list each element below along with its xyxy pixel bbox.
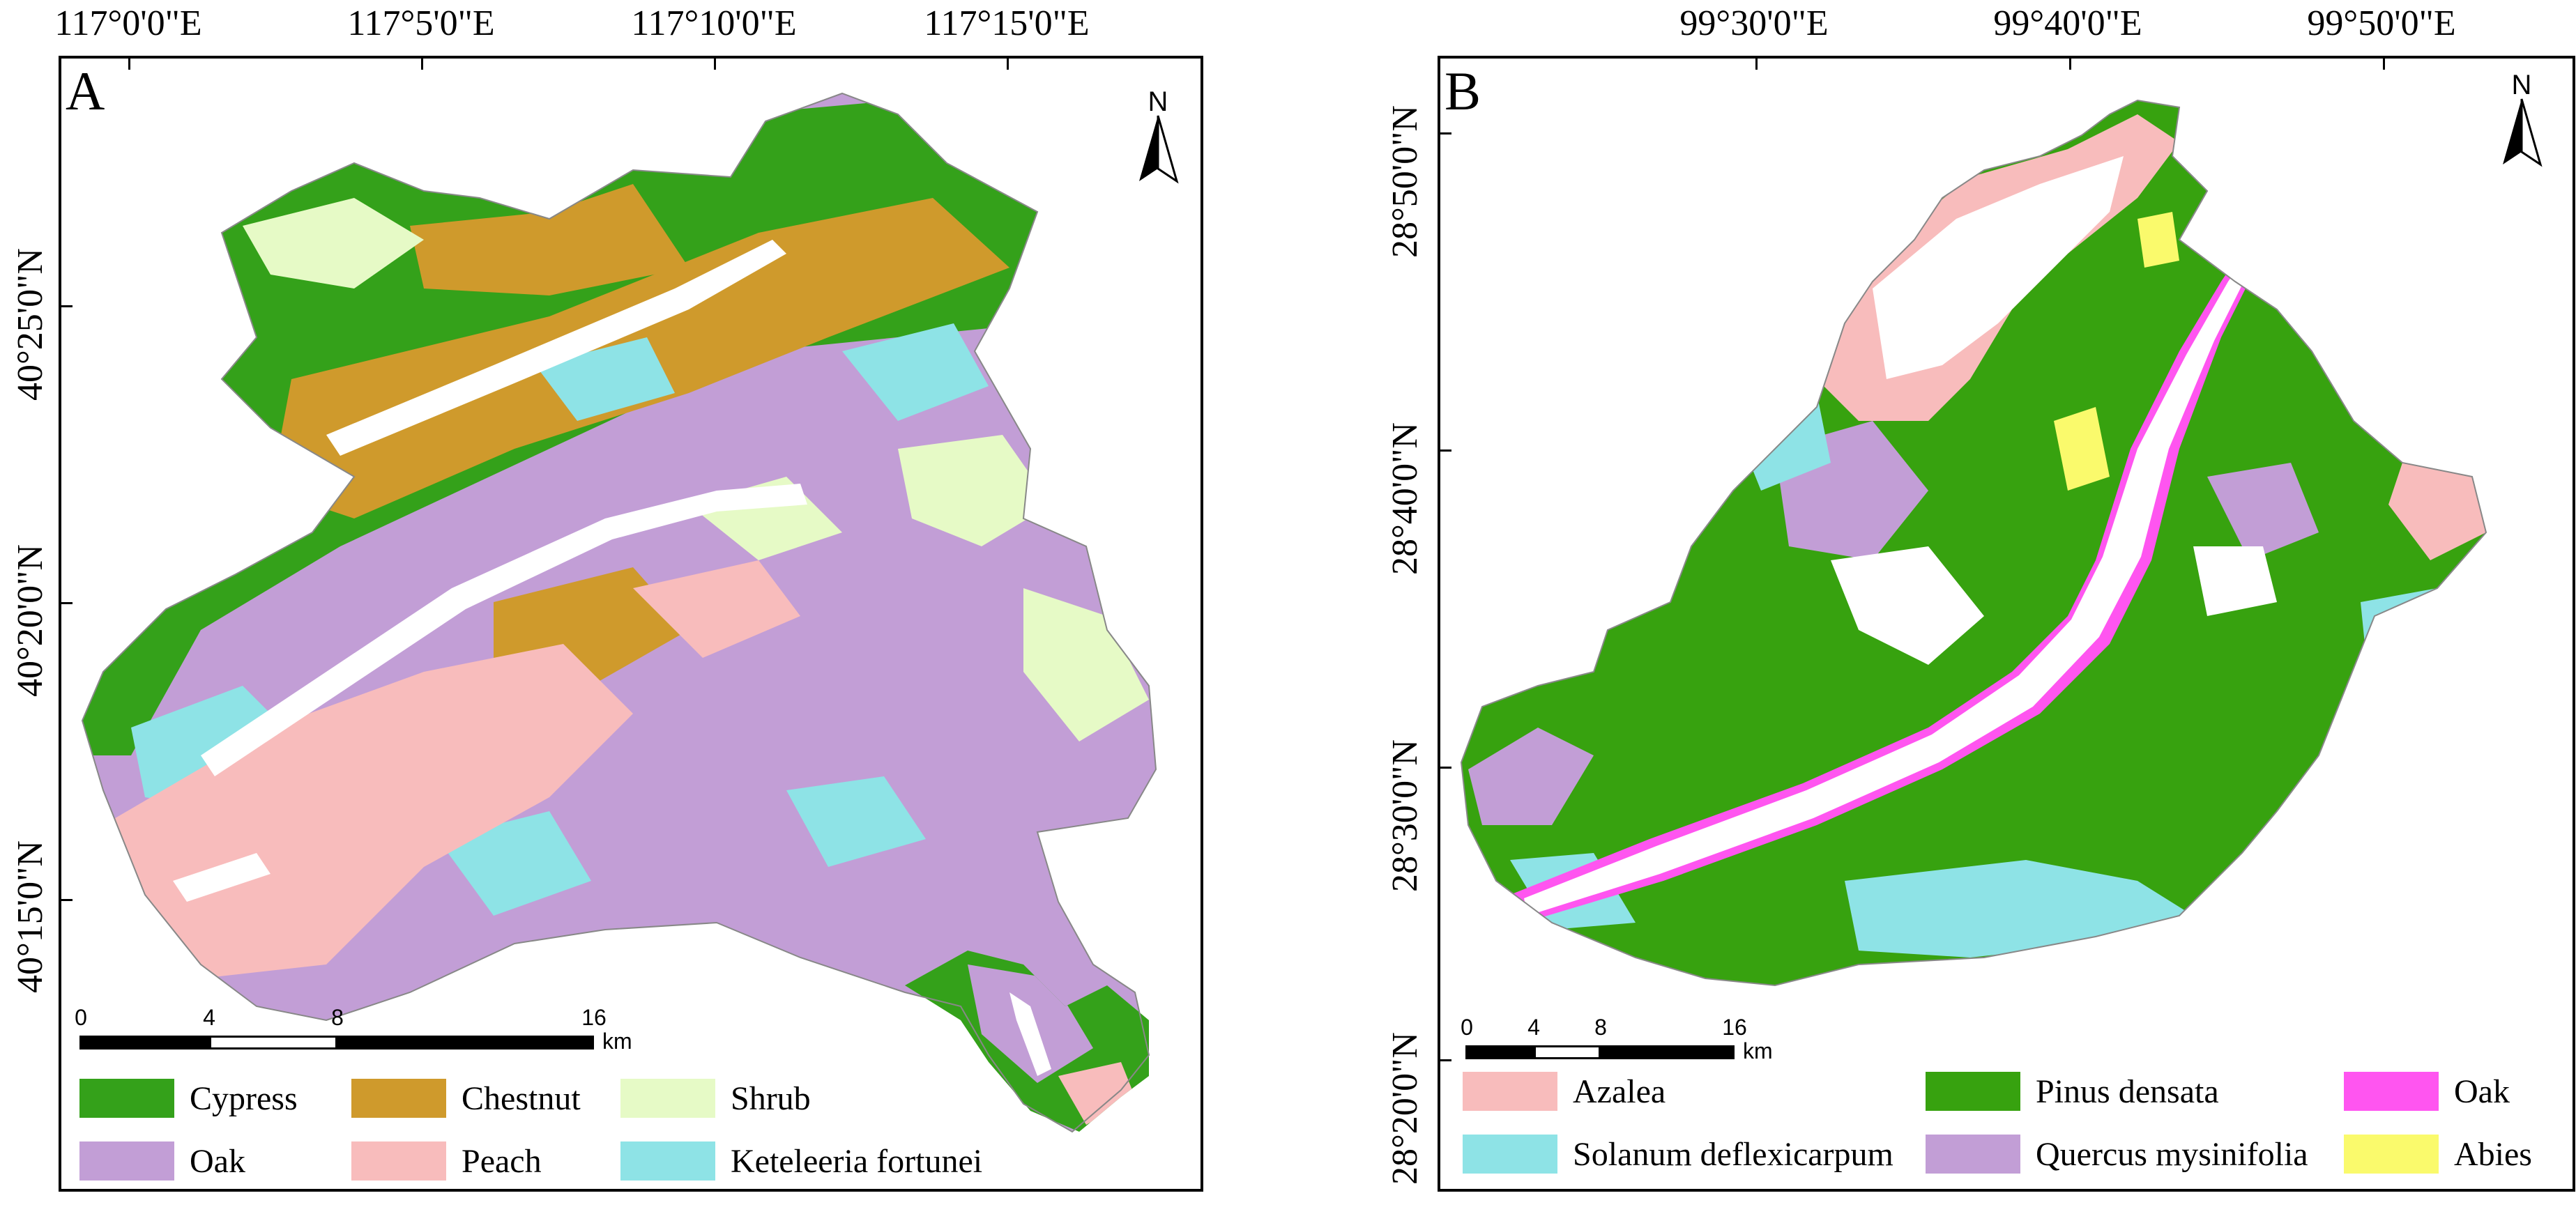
lon-label: 117°10'0"E	[631, 3, 797, 43]
map-panel-b: B N 0 4 8 16 km Azalea Pinus densata Oak	[1438, 56, 2575, 1192]
legend-swatch	[351, 1079, 446, 1118]
frame-tick	[61, 899, 73, 901]
forest-type-map-b	[1460, 99, 2487, 987]
legend-swatch	[1926, 1135, 2020, 1174]
frame-tick	[421, 59, 423, 70]
scale-segment	[79, 1036, 209, 1050]
frame-tick	[1007, 59, 1009, 70]
lat-label: 28°20'0"N	[1385, 1032, 1425, 1185]
legend-label: Pinus densata	[2036, 1073, 2219, 1110]
legend-label: Quercus mysinifolia	[2036, 1135, 2308, 1173]
legend-swatch	[1926, 1072, 2020, 1111]
legend-swatch	[351, 1141, 446, 1181]
legend-item-shrub: Shrub	[620, 1076, 811, 1121]
legend-swatch	[1463, 1072, 1557, 1111]
frame-tick	[61, 305, 73, 307]
legend-item-oak: Oak	[79, 1139, 245, 1183]
scale-tick-label: 0	[75, 1005, 87, 1030]
scale-tick-label: 4	[203, 1005, 215, 1030]
lon-label: 117°15'0"E	[924, 3, 1090, 43]
legend-item-peach: Peach	[351, 1139, 542, 1183]
scale-unit: km	[602, 1029, 632, 1054]
map-panel-a: A N 0 4 8 16 km Cypress Chestnut Shrub	[59, 56, 1203, 1192]
lat-label: 40°25'0"N	[10, 248, 50, 401]
legend-label: Shrub	[731, 1079, 811, 1117]
north-arrow-shape	[2503, 98, 2543, 167]
legend-swatch	[2344, 1072, 2439, 1111]
north-arrow-icon: N	[2497, 70, 2546, 167]
legend-swatch	[2344, 1135, 2439, 1174]
scale-bar: 0 4 8 16 km	[75, 1005, 707, 1054]
panel-letter: B	[1445, 61, 1481, 121]
scale-tick-label: 8	[331, 1005, 344, 1030]
lon-label: 117°0'0"E	[54, 3, 202, 43]
north-label: N	[2511, 70, 2532, 100]
scale-segment	[209, 1036, 337, 1050]
legend-item-cypress: Cypress	[79, 1076, 298, 1121]
legend-item-keteleeria-fortunei: Keteleeria fortunei	[620, 1139, 982, 1183]
scale-segment	[337, 1036, 594, 1050]
frame-tick	[2383, 59, 2385, 70]
legend-label: Keteleeria fortunei	[731, 1142, 983, 1180]
legend-item-abies: Abies	[2344, 1132, 2532, 1176]
frame-tick	[1755, 59, 1758, 70]
lat-label: 28°30'0"N	[1385, 739, 1425, 892]
north-label: N	[1148, 86, 1168, 117]
frame-tick	[1440, 1059, 1451, 1061]
lat-label: 40°20'0"N	[10, 544, 50, 697]
scale-tick-label: 4	[1527, 1015, 1540, 1040]
lat-label: 28°40'0"N	[1385, 422, 1425, 575]
lon-label: 99°30'0"E	[1679, 3, 1829, 43]
legend-swatch	[620, 1079, 715, 1118]
legend-label: Solanum deflexicarpum	[1573, 1135, 1893, 1173]
legend-swatch	[79, 1079, 174, 1118]
lat-label: 40°15'0"N	[10, 840, 50, 993]
legend-item-chestnut: Chestnut	[351, 1076, 581, 1121]
legend-label: Chestnut	[462, 1079, 581, 1117]
frame-tick	[1440, 449, 1451, 452]
scale-tick-label: 16	[1722, 1015, 1747, 1040]
lon-label: 99°40'0"E	[1993, 3, 2142, 43]
lat-label: 28°50'0"N	[1385, 105, 1425, 258]
legend-item-pinus-densata: Pinus densata	[1926, 1069, 2219, 1114]
frame-tick	[2069, 59, 2071, 70]
legend-label: Abies	[2454, 1135, 2532, 1173]
scale-tick-label: 16	[581, 1005, 607, 1030]
frame-tick	[1440, 132, 1451, 134]
legend-swatch	[1463, 1135, 1557, 1174]
lon-label: 117°5'0"E	[347, 3, 495, 43]
frame-tick	[1440, 767, 1451, 769]
scale-segment	[1601, 1045, 1735, 1059]
legend-swatch	[620, 1141, 715, 1181]
scale-unit: km	[1743, 1038, 1773, 1063]
panel-letter: A	[66, 61, 105, 121]
legend-item-solanum-deflexicarpum: Solanum deflexicarpum	[1463, 1132, 1893, 1176]
legend-label: Oak	[190, 1142, 245, 1180]
legend-label: Peach	[462, 1142, 542, 1180]
north-arrow-icon: N	[1134, 86, 1182, 184]
legend-label: Azalea	[1573, 1073, 1666, 1110]
legend-swatch	[79, 1141, 174, 1181]
lon-label: 99°50'0"E	[2307, 3, 2456, 43]
frame-tick	[714, 59, 716, 70]
legend-item-azalea: Azalea	[1463, 1069, 1666, 1114]
scale-tick-label: 0	[1461, 1015, 1473, 1040]
scale-segment	[1465, 1045, 1534, 1059]
frame-tick	[61, 602, 73, 604]
legend-label: Oak	[2454, 1073, 2510, 1110]
forest-type-map-a	[81, 92, 1157, 1133]
frame-tick	[128, 59, 130, 70]
legend-item-oak: Oak	[2344, 1069, 2510, 1114]
legend-item-quercus-mysinifolia: Quercus mysinifolia	[1926, 1132, 2308, 1176]
north-arrow-shape	[1139, 115, 1179, 184]
scale-tick-label: 8	[1594, 1015, 1607, 1040]
scale-segment	[1534, 1045, 1601, 1059]
legend-label: Cypress	[190, 1079, 298, 1117]
scale-bar: 0 4 8 16 km	[1461, 1015, 1800, 1063]
